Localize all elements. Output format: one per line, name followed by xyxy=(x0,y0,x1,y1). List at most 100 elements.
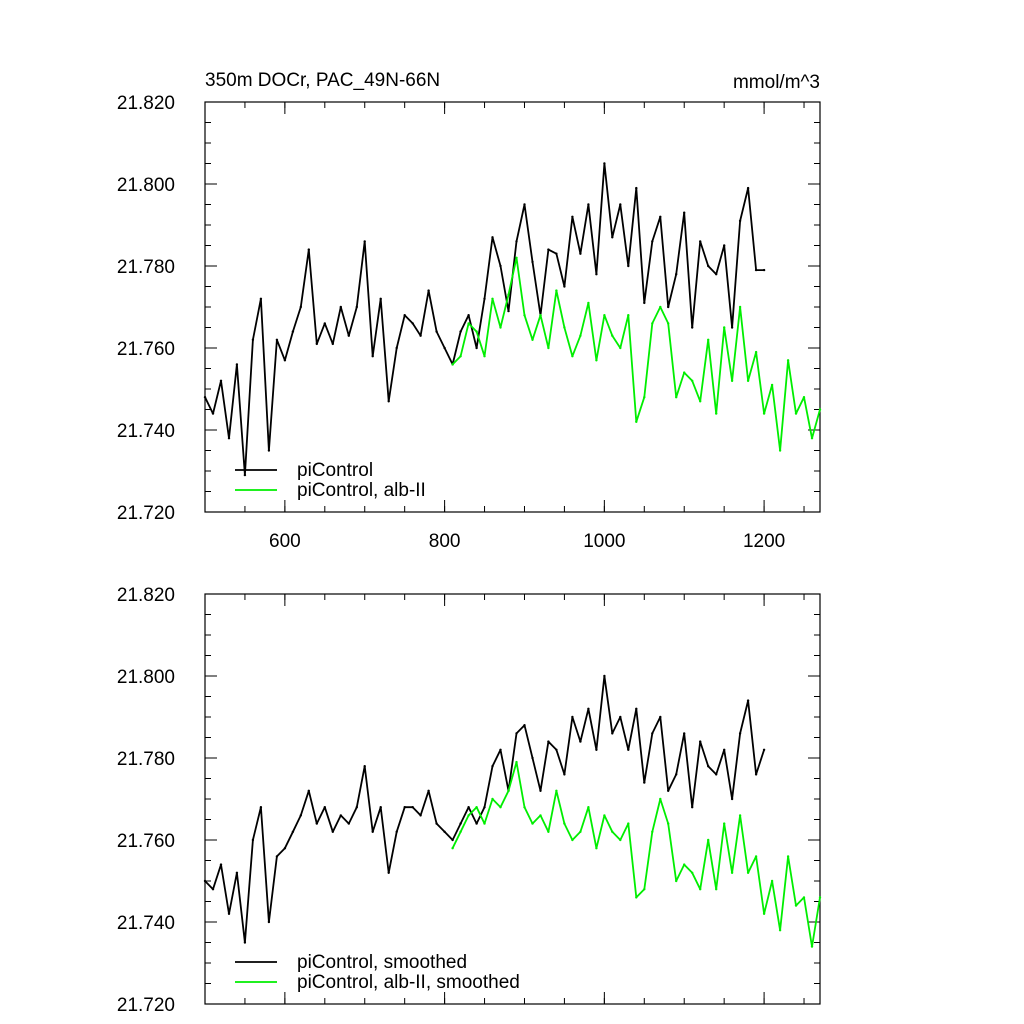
data-point xyxy=(555,289,558,292)
data-point xyxy=(403,806,406,809)
data-point xyxy=(659,715,662,719)
data-point xyxy=(818,408,822,411)
x-tick-label: 1000 xyxy=(583,531,625,552)
data-point xyxy=(587,707,590,710)
data-point xyxy=(563,285,566,288)
legend-label-1: piControl xyxy=(297,460,373,481)
y-tick-label: 21.780 xyxy=(117,749,175,770)
data-point xyxy=(547,248,550,251)
data-point xyxy=(675,879,678,883)
data-point xyxy=(483,355,486,358)
data-point xyxy=(810,437,814,440)
data-point xyxy=(411,806,414,809)
data-point xyxy=(339,814,342,817)
data-point xyxy=(738,219,742,223)
data-point xyxy=(595,847,598,850)
data-point xyxy=(691,379,694,382)
data-point xyxy=(571,215,574,218)
data-point xyxy=(715,273,718,276)
data-point xyxy=(291,330,295,333)
data-point xyxy=(810,945,814,948)
data-point xyxy=(531,260,534,264)
data-point xyxy=(746,186,750,190)
y-tick-label: 21.740 xyxy=(117,421,175,442)
data-point xyxy=(659,215,662,218)
data-point xyxy=(754,855,758,858)
data-point xyxy=(211,888,215,891)
data-point xyxy=(323,322,326,325)
data-point xyxy=(475,346,478,350)
data-point xyxy=(563,326,566,329)
data-point xyxy=(603,814,606,817)
y-tick-label: 21.820 xyxy=(117,93,175,114)
data-point xyxy=(762,912,766,915)
data-point xyxy=(547,740,550,743)
data-point xyxy=(459,822,462,825)
data-point xyxy=(251,838,255,842)
data-point xyxy=(595,748,598,751)
y-tick-label: 21.740 xyxy=(117,913,175,934)
data-point xyxy=(235,363,239,366)
plot-frame xyxy=(204,593,821,1005)
data-point xyxy=(707,838,710,842)
data-point xyxy=(683,371,686,374)
y-tick-label: 21.780 xyxy=(117,257,175,278)
data-point xyxy=(307,248,310,251)
data-point xyxy=(587,203,590,206)
data-point xyxy=(323,806,326,809)
data-point xyxy=(371,830,374,833)
data-point xyxy=(786,855,790,858)
data-point xyxy=(730,379,734,382)
data-point xyxy=(659,305,662,309)
data-point xyxy=(818,896,822,899)
data-point xyxy=(587,301,590,305)
data-point xyxy=(531,338,534,341)
data-point xyxy=(667,789,670,792)
data-point xyxy=(483,806,486,809)
x-tick-label: 800 xyxy=(429,531,461,552)
data-point xyxy=(379,297,382,300)
data-point xyxy=(219,863,223,866)
data-point xyxy=(259,806,263,809)
data-point xyxy=(555,748,558,751)
data-point xyxy=(555,789,558,792)
data-point xyxy=(603,314,606,317)
data-point xyxy=(523,203,526,206)
data-point xyxy=(746,871,750,874)
data-point xyxy=(778,449,782,452)
data-point xyxy=(219,379,223,382)
data-point xyxy=(331,342,334,346)
data-point xyxy=(451,363,454,366)
data-point xyxy=(403,314,406,317)
y-tick-label: 21.820 xyxy=(117,585,175,606)
legend-label-2: piControl, alb-II, smoothed xyxy=(297,972,520,993)
data-point xyxy=(738,732,742,735)
data-point xyxy=(363,765,366,768)
data-point xyxy=(275,855,279,858)
data-point xyxy=(515,240,518,243)
data-point xyxy=(651,830,654,833)
data-point xyxy=(451,838,454,842)
data-point xyxy=(555,252,558,255)
data-point xyxy=(786,359,790,362)
data-point xyxy=(595,359,598,362)
data-point xyxy=(371,355,374,358)
data-point xyxy=(259,297,263,300)
data-point xyxy=(715,773,718,776)
data-point xyxy=(699,888,702,891)
series-line-1 xyxy=(204,162,765,477)
data-point xyxy=(611,732,614,735)
data-point xyxy=(475,330,478,333)
bottom-panel: 21.720 21.740 21.760 21.780 21.800 21.820 piCo… xyxy=(117,585,822,1016)
data-point xyxy=(227,912,231,915)
data-point xyxy=(762,412,766,415)
data-point xyxy=(419,814,422,817)
data-point xyxy=(651,322,654,325)
data-point xyxy=(611,830,614,833)
data-point xyxy=(459,830,462,833)
data-point xyxy=(347,822,350,825)
data-point xyxy=(459,355,462,358)
data-point xyxy=(643,888,646,891)
data-point xyxy=(635,420,638,423)
data-point xyxy=(395,830,398,833)
